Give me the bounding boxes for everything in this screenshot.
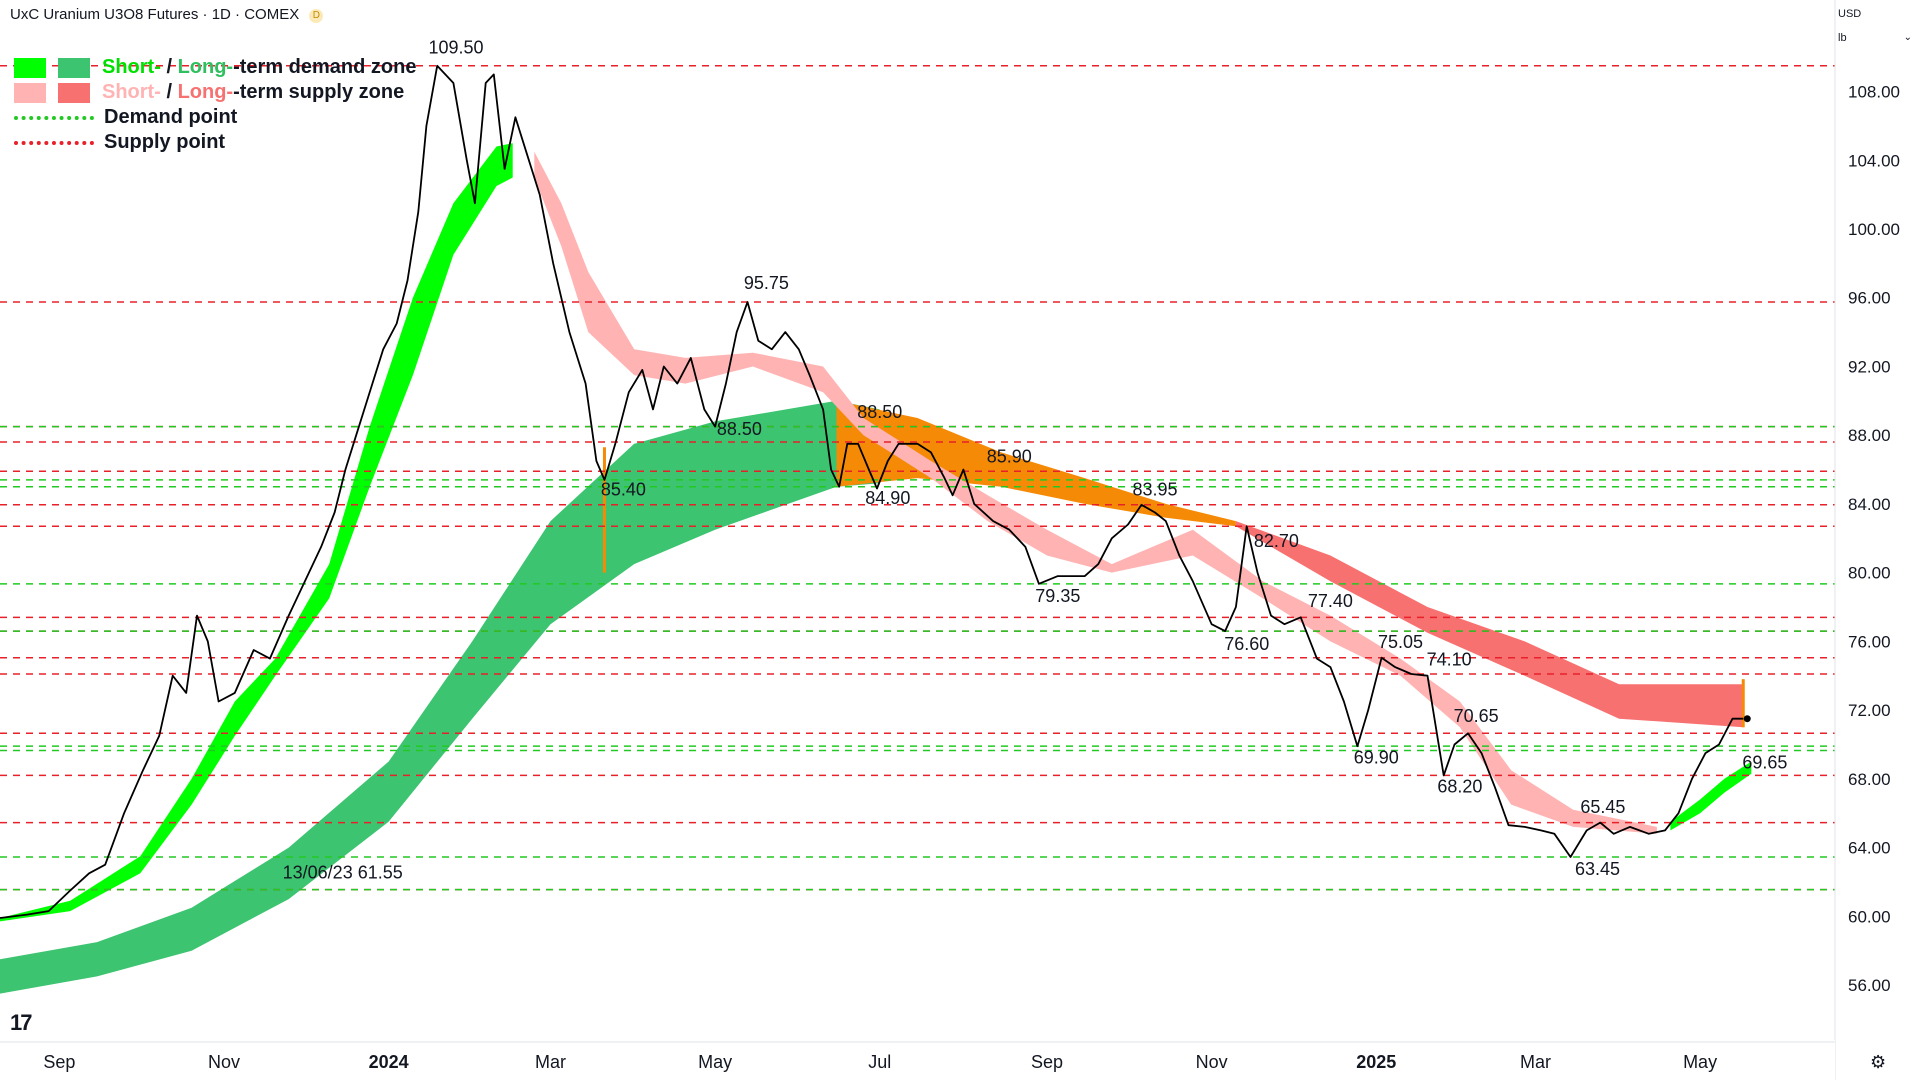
price-annotation: 79.35 [1035, 586, 1080, 606]
demand-point-swatch [14, 115, 94, 120]
legend-demand-zone-text: -term demand zone [233, 56, 417, 78]
price-annotation: 109.50 [429, 38, 484, 58]
y-tick-label: 84.00 [1848, 495, 1891, 514]
price-annotation: 68.20 [1437, 777, 1482, 797]
legend-long-label: Long- [177, 81, 234, 103]
price-annotation: 88.50 [857, 402, 902, 422]
x-tick-label: Nov [1196, 1052, 1228, 1072]
legend-short-label: Short- [102, 81, 161, 103]
unit-label: lb [1838, 32, 1847, 44]
y-tick-label: 80.00 [1848, 564, 1891, 583]
legend-sep: / [160, 81, 178, 103]
long-overlap-zone [836, 400, 1236, 527]
price-annotation: 69.90 [1354, 747, 1399, 767]
currency-label: USD [1838, 8, 1862, 20]
price-annotation: 82.70 [1254, 531, 1299, 551]
x-tick-label: May [1683, 1052, 1717, 1072]
x-tick-label: Sep [43, 1052, 75, 1072]
legend-supply-point: Supply point [14, 130, 416, 155]
x-tick-label: Mar [535, 1052, 566, 1072]
x-tick-label: Sep [1031, 1052, 1063, 1072]
x-tick-label: Mar [1520, 1052, 1551, 1072]
short-demand-zone [0, 143, 513, 922]
legend-short-label: Short- [102, 56, 161, 78]
x-tick-label: 2025 [1356, 1052, 1396, 1072]
legend-supply-zone: Short- / Long- -term supply zone [14, 80, 416, 105]
legend-sep: / [160, 56, 178, 78]
chevron-down-icon: ⌄ [1903, 32, 1912, 43]
price-annotation: 84.90 [865, 488, 910, 508]
gear-icon[interactable]: ⚙ [1870, 1052, 1887, 1072]
supply-point-swatch [14, 140, 94, 145]
price-annotation: 70.65 [1454, 706, 1499, 726]
last-price-dot [1743, 715, 1751, 723]
level-lines [0, 65, 1835, 891]
y-tick-label: 92.00 [1848, 357, 1891, 376]
price-annotation: 85.90 [987, 447, 1032, 467]
long-demand-swatch [58, 57, 90, 78]
long-demand-zone [0, 400, 880, 994]
time-axis-panel [0, 1040, 1835, 1080]
long-supply-zone [1235, 521, 1744, 728]
currency-selector[interactable]: USD [1838, 4, 1916, 24]
price-annotation: 13/06/23 61.55 [283, 862, 403, 882]
zone-bands [0, 143, 1752, 994]
price-annotation: 76.60 [1224, 634, 1269, 654]
y-tick-label: 72.00 [1848, 701, 1891, 720]
y-tick-label: 96.00 [1848, 289, 1891, 308]
chart-title: UxC Uranium U3O8 Futures · 1D · COMEX [10, 6, 300, 23]
annotations: 109.50 95.75 88.50 85.40 88.50 84.90 85.90 79.3… [283, 38, 1788, 883]
data-badge[interactable]: D [309, 9, 324, 23]
x-tick-label: Jul [868, 1052, 891, 1072]
y-tick-label: 56.00 [1848, 976, 1891, 995]
price-annotation: 95.75 [744, 273, 789, 293]
x-tick-label: May [698, 1052, 732, 1072]
price-annotation: 77.40 [1308, 591, 1353, 611]
y-tick-label: 108.00 [1848, 83, 1900, 102]
y-tick-label: 60.00 [1848, 907, 1891, 926]
short-demand-swatch [14, 57, 46, 78]
short-supply-zone [534, 151, 1657, 834]
price-series [0, 64, 1751, 919]
price-annotation: 69.65 [1742, 753, 1787, 773]
price-annotation: 83.95 [1132, 479, 1177, 499]
short-demand-zone-recent [1670, 761, 1752, 831]
price-annotation: 65.45 [1580, 797, 1625, 817]
y-tick-label: 100.00 [1848, 220, 1900, 239]
legend-demand-point: Demand point [14, 105, 416, 130]
price-axis-panel [1835, 0, 1920, 1080]
short-supply-swatch [14, 82, 46, 103]
price-line [0, 64, 1744, 919]
legend-demand-zone: Short- / Long- -term demand zone [14, 55, 416, 80]
legend: Short- / Long- -term demand zone Short- … [14, 55, 416, 155]
y-tick-label: 76.00 [1848, 632, 1891, 651]
legend-long-label: Long- [177, 56, 234, 78]
price-annotation: 63.45 [1575, 859, 1620, 879]
tradingview-logo-icon[interactable]: 17 [10, 1010, 33, 1035]
unit-selector[interactable]: lb ⌄ [1838, 28, 1916, 48]
long-supply-swatch [58, 82, 90, 103]
legend-supply-zone-text: -term supply zone [233, 81, 405, 103]
y-tick-label: 88.00 [1848, 426, 1891, 445]
price-annotation: 88.50 [717, 419, 762, 439]
legend-demand-point-text: Demand point [104, 106, 238, 128]
legend-supply-point-text: Supply point [104, 131, 226, 153]
y-tick-label: 68.00 [1848, 770, 1891, 789]
y-tick-label: 64.00 [1848, 839, 1891, 858]
chart-header: UxC Uranium U3O8 Futures · 1D · COMEX D [10, 6, 324, 23]
x-tick-label: Nov [208, 1052, 240, 1072]
y-tick-label: 104.00 [1848, 151, 1900, 170]
price-annotation: 85.40 [601, 479, 646, 499]
price-annotation: 75.05 [1378, 632, 1423, 652]
price-annotation: 74.10 [1427, 649, 1472, 669]
x-tick-label: 2024 [369, 1052, 409, 1072]
